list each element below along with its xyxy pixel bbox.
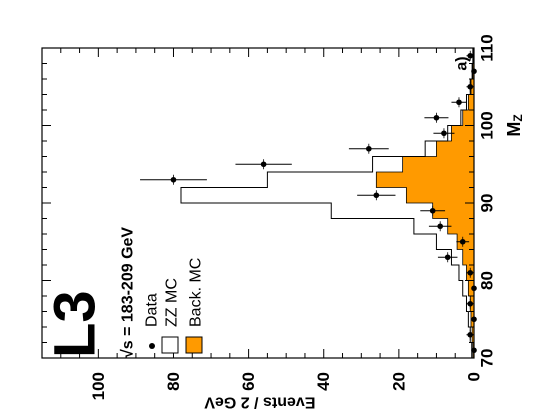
- x-axis-title-sub: Z: [511, 114, 525, 121]
- mass-tick-label: 70: [478, 349, 497, 368]
- mass-tick-label: 110: [478, 34, 497, 61]
- data-point: [467, 269, 474, 276]
- data-point: [459, 238, 466, 245]
- legend-data-marker: [149, 343, 155, 349]
- mass-tick-label: 90: [478, 194, 497, 213]
- data-point: [437, 223, 443, 230]
- experiment-logo: L3: [43, 290, 108, 358]
- background-bar: [376, 172, 474, 188]
- legend-label: Data: [144, 293, 161, 327]
- data-point: [366, 145, 372, 152]
- data-point: [260, 161, 267, 168]
- legend-label: Back. MC: [188, 258, 205, 327]
- y-axis-title: Events / 2 GeV: [204, 394, 315, 411]
- data-point: [467, 331, 474, 338]
- legend-label: ZZ MC: [164, 278, 181, 327]
- legend: Data ZZ MC Back. MC: [144, 258, 205, 354]
- background-bar: [462, 110, 474, 126]
- panel-label: a): [454, 56, 471, 70]
- mass-axis-ticks: [42, 47, 474, 359]
- background-bar: [432, 203, 474, 219]
- data-point: [456, 99, 462, 106]
- events-axis-ticks: [41, 48, 475, 358]
- legend-back-marker: [185, 336, 203, 354]
- data-point: [441, 130, 447, 137]
- background-mc-histogram: [375, 47, 474, 359]
- data-point: [373, 192, 380, 199]
- data-point: [467, 83, 474, 90]
- events-tick-label: 20: [389, 372, 408, 391]
- background-bar: [468, 94, 474, 110]
- background-bar: [451, 125, 474, 141]
- background-bar: [462, 249, 474, 265]
- events-tick-label: 60: [239, 372, 258, 391]
- background-bar: [468, 280, 474, 296]
- data-point: [444, 254, 451, 261]
- events-tick-label: 100: [89, 372, 108, 400]
- zz-mc-histogram: [180, 47, 474, 359]
- background-bar: [436, 141, 474, 157]
- energy-label: √s = 183-209 GeV: [120, 227, 137, 358]
- events-tick-label: 0: [465, 372, 484, 381]
- data-point: [433, 114, 440, 121]
- data-points: [140, 50, 477, 356]
- data-point: [429, 207, 436, 214]
- mass-tick-label: 100: [478, 111, 497, 139]
- x-axis-title-main: M: [504, 122, 524, 137]
- background-bar: [406, 187, 474, 203]
- data-point: [467, 300, 474, 307]
- background-bar: [402, 156, 474, 172]
- legend-zz-marker: [161, 336, 179, 354]
- data-point: [170, 176, 177, 183]
- background-bar: [447, 218, 474, 234]
- events-tick-label: 80: [164, 372, 183, 391]
- mass-tick-label: 80: [478, 271, 497, 290]
- plot-layer: 70 80 90 100 110 0 20 40 60 80 100 MZ Events / 2 GeV…: [41, 34, 525, 411]
- data-point: [467, 52, 474, 59]
- events-tick-label: 40: [314, 372, 333, 391]
- x-axis-title: MZ: [504, 114, 525, 136]
